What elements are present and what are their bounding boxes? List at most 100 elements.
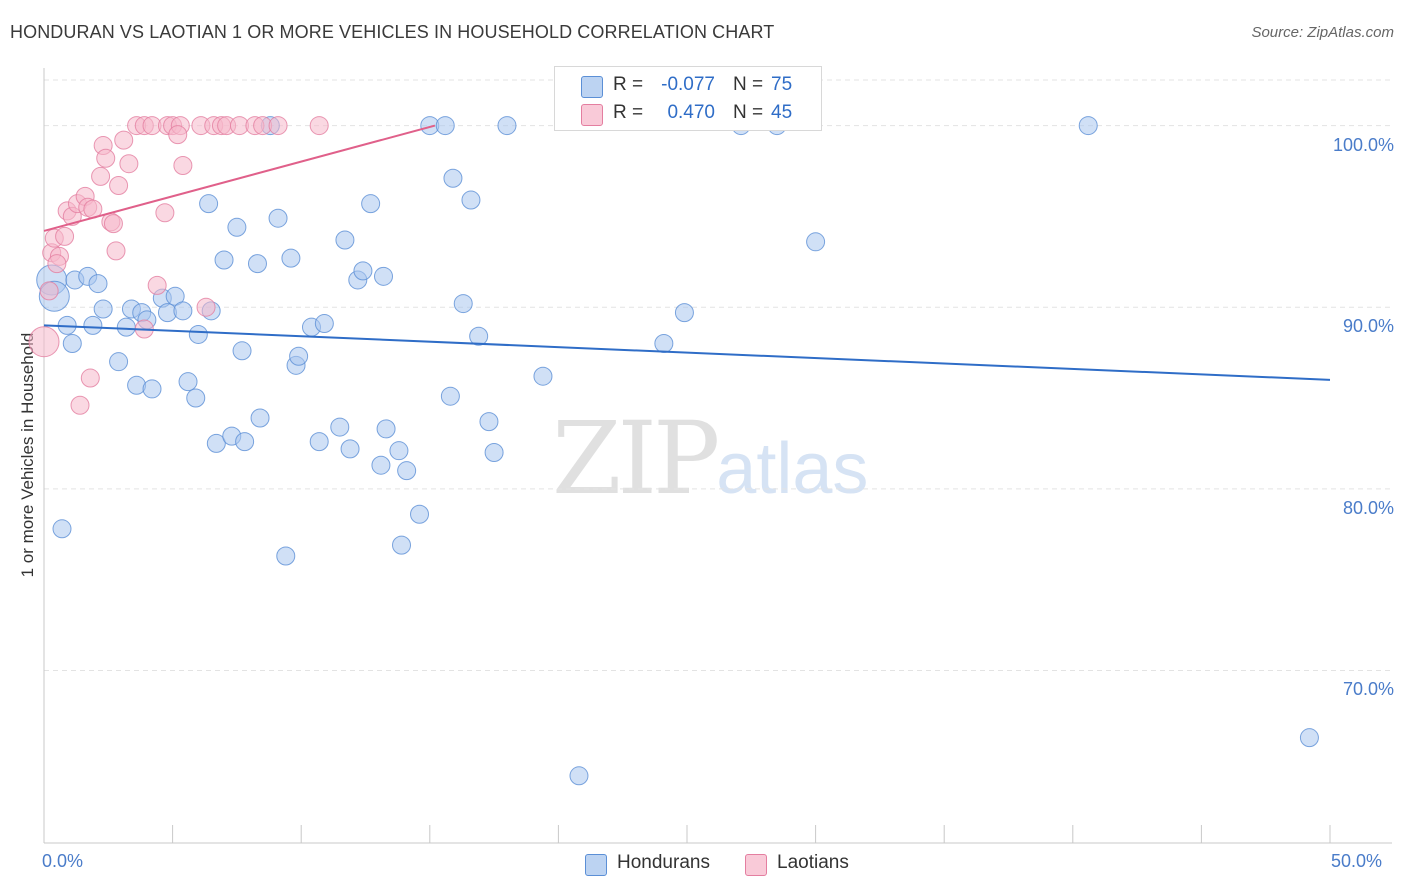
legend-n-label: N = bbox=[733, 102, 764, 123]
axes bbox=[43, 68, 1392, 844]
legend-swatch-blue bbox=[581, 76, 603, 98]
honduran-point bbox=[250, 408, 270, 428]
laotian-point bbox=[173, 156, 193, 176]
honduran-point bbox=[392, 535, 412, 555]
bottom-swatch-pink bbox=[745, 854, 767, 876]
honduran-point bbox=[353, 261, 373, 281]
laotian-point bbox=[70, 395, 90, 415]
honduran-point bbox=[397, 461, 417, 481]
laotian-point bbox=[309, 116, 329, 136]
x-tick-max: 50.0% bbox=[1331, 851, 1383, 871]
laotian-point bbox=[119, 154, 139, 174]
legend-n-value: 75 bbox=[771, 74, 793, 95]
legend-row-laotians: R = 0.470 N = 45 bbox=[555, 100, 821, 128]
laotian-point bbox=[28, 326, 60, 358]
honduran-point bbox=[276, 546, 296, 566]
gridlines bbox=[44, 79, 1392, 671]
honduran-point bbox=[376, 419, 396, 439]
honduran-point bbox=[309, 432, 329, 452]
x-tick-min: 0.0% bbox=[42, 851, 84, 871]
honduran-point bbox=[247, 254, 267, 274]
source-label: Source: ZipAtlas.com bbox=[1251, 24, 1394, 41]
honduran-point bbox=[188, 324, 208, 344]
laotian-point bbox=[39, 281, 59, 301]
honduran-point bbox=[142, 379, 162, 399]
legend-swatch-pink bbox=[581, 104, 603, 126]
legend-n-label: N = bbox=[733, 74, 764, 95]
laotian-point bbox=[55, 226, 75, 246]
bottom-legend-label: Laotians bbox=[777, 852, 849, 873]
laotian-point bbox=[91, 166, 111, 186]
honduran-point bbox=[127, 375, 147, 395]
honduran-trend-line bbox=[43, 324, 1331, 381]
trend-lines bbox=[43, 124, 1331, 381]
watermark-zip: ZIP bbox=[552, 400, 720, 517]
honduran-point bbox=[109, 352, 129, 372]
honduran-point bbox=[484, 443, 504, 462]
honduran-point bbox=[186, 388, 206, 408]
honduran-point bbox=[83, 315, 103, 335]
honduran-point bbox=[410, 504, 430, 524]
honduran-point bbox=[206, 433, 226, 453]
honduran-point bbox=[1299, 728, 1319, 748]
honduran-point bbox=[199, 194, 219, 214]
laotian-point bbox=[109, 176, 129, 196]
honduran-point bbox=[268, 208, 288, 228]
laotian-point bbox=[155, 203, 175, 223]
honduran-point bbox=[178, 372, 198, 392]
y-tick-label: 80.0% bbox=[1342, 497, 1394, 518]
honduran-point bbox=[389, 441, 409, 461]
honduran-point bbox=[335, 230, 355, 250]
legend-r-label: R = bbox=[613, 74, 644, 95]
legend-n-value: 45 bbox=[771, 102, 793, 123]
honduran-point bbox=[214, 250, 234, 270]
honduran-point bbox=[374, 266, 394, 286]
laotian-point bbox=[103, 214, 123, 234]
honduran-point bbox=[654, 334, 674, 354]
honduran-point bbox=[340, 439, 360, 459]
legend-r-value: 0.470 bbox=[667, 102, 715, 123]
honduran-point bbox=[674, 303, 694, 323]
honduran-point bbox=[88, 274, 108, 294]
honduran-point bbox=[289, 346, 309, 366]
y-tick-label: 70.0% bbox=[1342, 679, 1394, 700]
y-tick-label: 100.0% bbox=[1332, 134, 1394, 155]
honduran-point bbox=[443, 168, 463, 188]
honduran-point bbox=[232, 341, 252, 361]
laotian-point bbox=[268, 116, 288, 136]
bottom-swatch-blue bbox=[585, 854, 607, 876]
honduran-point bbox=[453, 294, 473, 314]
laotian-point bbox=[96, 148, 116, 168]
laotian-point bbox=[47, 254, 67, 274]
laotian-point bbox=[106, 241, 126, 261]
honduran-point bbox=[116, 317, 136, 337]
honduran-point bbox=[361, 194, 381, 214]
honduran-point bbox=[62, 334, 82, 354]
honduran-point bbox=[569, 766, 589, 786]
watermark-atlas: atlas bbox=[716, 429, 869, 509]
chart-title: HONDURAN VS LAOTIAN 1 OR MORE VEHICLES I… bbox=[10, 22, 775, 42]
honduran-point bbox=[497, 116, 517, 136]
bottom-legend-label: Hondurans bbox=[617, 852, 710, 873]
honduran-point bbox=[227, 217, 247, 237]
honduran-point bbox=[435, 116, 455, 136]
honduran-point bbox=[173, 301, 193, 321]
laotian-point bbox=[114, 130, 134, 150]
honduran-point bbox=[479, 412, 499, 432]
legend-r-value: -0.077 bbox=[661, 74, 715, 95]
correlation-legend: R = -0.077 N = 75 R = 0.470 N = 45 bbox=[554, 66, 822, 131]
honduran-point bbox=[1078, 116, 1098, 136]
honduran-point bbox=[533, 366, 553, 386]
watermark: ZIPatlas bbox=[552, 400, 868, 517]
honduran-point bbox=[235, 432, 255, 452]
honduran-point bbox=[469, 326, 489, 346]
y-tick-label: 90.0% bbox=[1342, 316, 1394, 337]
laotian-trend-line bbox=[43, 124, 436, 232]
legend-row-hondurans: R = -0.077 N = 75 bbox=[555, 72, 821, 100]
honduran-point bbox=[371, 455, 391, 475]
honduran-point bbox=[314, 314, 334, 334]
laotian-point bbox=[196, 297, 216, 317]
laotian-point bbox=[80, 368, 100, 388]
honduran-point bbox=[461, 190, 481, 210]
